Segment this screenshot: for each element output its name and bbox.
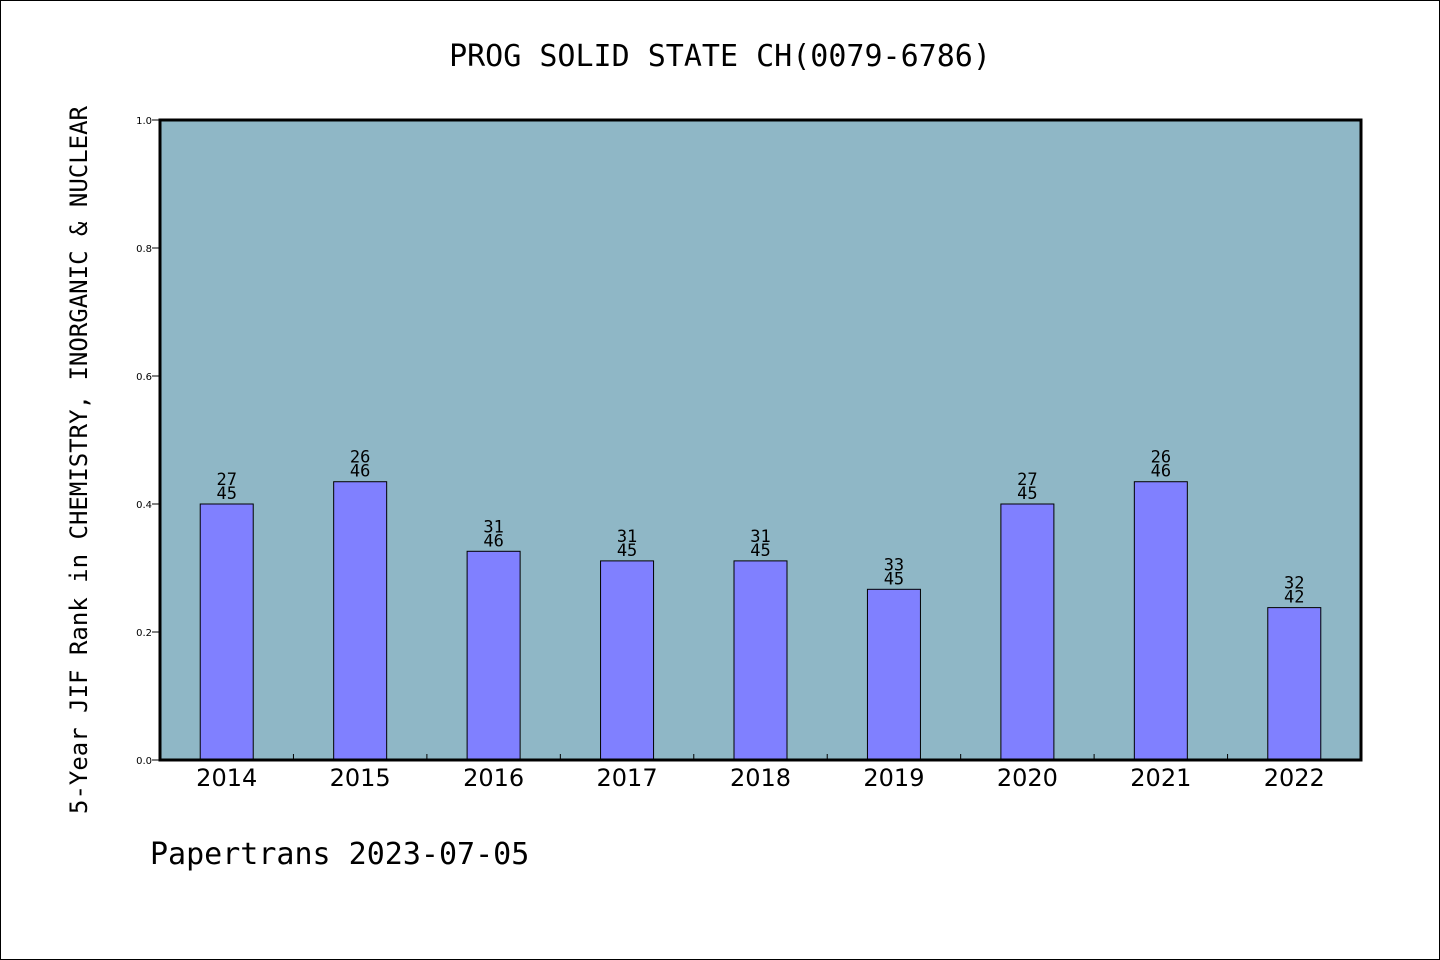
x-tick-label: 2021	[1130, 764, 1191, 792]
bar-rank-label: 32	[1284, 574, 1304, 594]
y-tick-label: 0.2	[136, 628, 152, 639]
bar-total-label: 46	[1151, 462, 1171, 482]
x-tick-label: 2018	[730, 764, 791, 792]
bar-total-label: 45	[1017, 484, 1037, 504]
x-tick-label: 2016	[463, 764, 524, 792]
bar-2019	[866, 588, 921, 761]
bar-total-label: 42	[1284, 588, 1304, 608]
footer-credit: Papertrans 2023-07-05	[150, 837, 529, 872]
y-tick-label: 0.6	[136, 372, 152, 383]
y-tick-label: 0.4	[136, 500, 152, 511]
bar-total-label: 46	[483, 531, 503, 551]
x-tick-label: 2022	[1264, 764, 1325, 792]
bar-total-label: 46	[350, 462, 370, 482]
y-tick-label: 1.0	[136, 116, 152, 127]
bars-group	[199, 481, 1322, 761]
x-tick-label: 2017	[597, 764, 658, 792]
x-axis-labels: 2014 2015 2016 2017 2018 2019 2020 2021 2022	[196, 764, 1325, 792]
bar-2016	[466, 550, 521, 761]
bar-2014	[199, 503, 254, 761]
x-tick-label: 2014	[196, 764, 257, 792]
chart-title: PROG SOLID STATE CH(0079-6786)	[449, 39, 991, 74]
bar-rank-label: 31	[617, 527, 637, 547]
bar-2021	[1133, 481, 1188, 761]
bar-rank-label: 31	[483, 517, 503, 537]
bar-2022	[1267, 607, 1322, 761]
bar-rank-label: 26	[350, 448, 370, 468]
y-axis-ticks: 0.0 0.2 0.4 0.6 0.8 1.0	[136, 116, 160, 767]
bar-rank-label: 27	[1017, 470, 1037, 490]
bar-2020	[1000, 503, 1055, 761]
plot-border	[158, 118, 1363, 762]
bar-rank-label: 26	[1151, 448, 1171, 468]
bar-2015	[333, 481, 388, 761]
bar-rank-label: 27	[216, 470, 236, 490]
bar-2018	[733, 560, 788, 761]
x-tick-label: 2020	[997, 764, 1058, 792]
bar-total-label: 45	[884, 569, 904, 589]
y-axis-label: 5-Year JIF Rank in CHEMISTRY, INORGANIC …	[65, 105, 93, 814]
y-tick-label: 0.0	[136, 756, 152, 767]
bar-total-label: 45	[216, 484, 236, 504]
x-tick-label: 2019	[863, 764, 924, 792]
bar-total-label: 45	[617, 541, 637, 561]
bar-rank-label: 31	[750, 527, 770, 547]
bar-total-label: 45	[750, 541, 770, 561]
x-tick-label: 2015	[330, 764, 391, 792]
bar-rank-label: 33	[884, 555, 904, 575]
bar-2017	[600, 560, 655, 761]
y-tick-label: 0.8	[136, 244, 152, 255]
